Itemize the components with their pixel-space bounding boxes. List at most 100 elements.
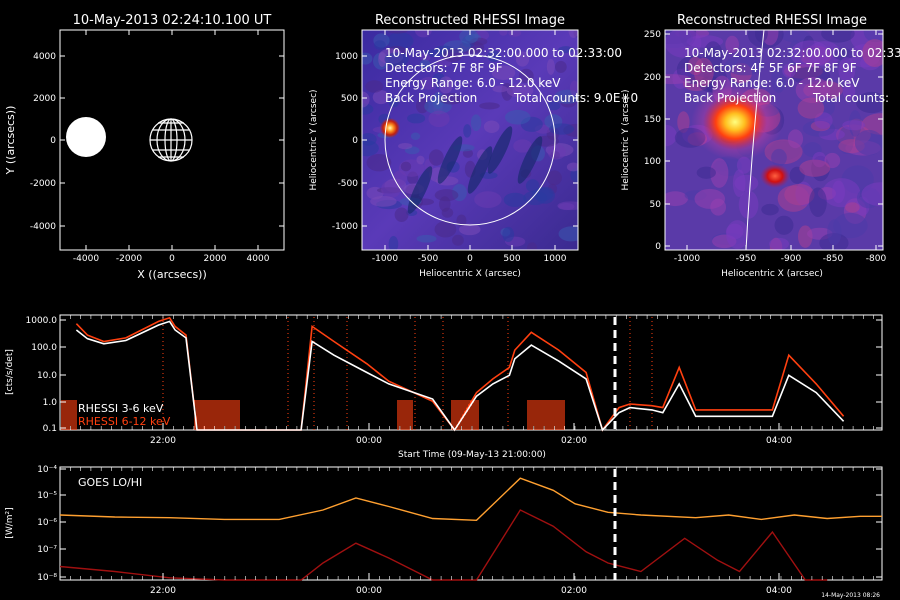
img2-texture-blob [838,57,856,83]
x-tick-label: -1000 [674,254,700,264]
img2-y-label: Heliocentric Y (arcsec) [621,89,631,190]
img1-fringe-blob [365,80,384,93]
y-tick-label: -1000 [332,222,358,232]
img2-texture-blob [677,111,690,133]
y-tick-label: 1000 [335,52,358,62]
y-tick-label: 0 [352,136,358,146]
img1-fringe-blob [372,90,390,105]
goes-y-label: [W/m²] [5,507,15,538]
img1-fringe-blob [547,101,561,111]
y-tick-label: 250 [644,30,661,40]
goes-lo-line [59,477,882,522]
y-tick-label: 200 [644,73,661,83]
img2-texture-blob [854,129,883,156]
y-tick-label: 10⁻⁷ [37,545,57,555]
img1-fringe-blob [438,92,464,105]
x-tick-label: 22:00 [150,586,176,596]
img1-fringe-blob [504,109,531,125]
img2-texture-blob [861,113,883,135]
img1-fringe-blob [526,242,538,250]
img2-ann-counts: Total counts: [812,91,889,105]
img2-texture-blob [665,74,691,85]
img1-fringe-blob [370,195,397,207]
x-tick-label: 2000 [204,254,227,264]
y-tick-label: -4000 [30,222,56,232]
rhessi-plot-frame [59,314,883,431]
img1-fringe-blob [394,207,409,222]
x-tick-label: 500 [503,254,520,264]
x-tick-label: 02:00 [561,586,587,596]
img1-fringe-blob [569,80,578,96]
rhessi-image-panel-2: Reconstructed RHESSI Image 10-May-2013 0… [621,13,900,279]
img1-ann-energy: Energy Range: 6.0 - 12.0 keV [385,76,561,90]
img2-texture-blob [831,180,846,204]
img2-texture-blob [795,76,831,104]
img1-fringe-blob [428,110,450,128]
img1-fringe-blob [398,142,413,150]
img2-texture-blob [781,30,811,43]
x-tick-label: 0 [169,254,175,264]
y-tick-label: -500 [338,179,359,189]
img2-texture-blob [734,174,759,192]
img2-texture-blob [665,124,677,147]
img1-dark-stripe [517,136,543,184]
x-tick-label: -4000 [73,254,99,264]
img1-fringe-blob [374,40,386,50]
y-tick-label: 1000.0 [26,316,58,326]
y-tick-label: 10.0 [37,371,57,381]
img2-texture-blob [724,55,765,76]
y-tick-label: 150 [644,115,661,125]
y-tick-label: 0 [50,136,56,146]
img1-fringe-blob [442,48,463,63]
img1-axes: -1000 -500 0 500 1000 1000 500 0 -500 -1000 [332,30,578,264]
solar-grid-globe [149,118,193,162]
x-tick-label: -850 [823,254,844,264]
img1-fringes [362,30,578,250]
x-tick-label: -800 [866,254,887,264]
x-tick-label: -950 [736,254,757,264]
img2-texture-blob [771,148,787,167]
img2-texture-blob [862,39,883,68]
x-tick-label: -1000 [372,254,398,264]
img1-fringe-blob [384,52,409,67]
img2-texture-blob [821,30,855,43]
goes-series [59,477,882,581]
img1-fringe-blob [456,214,467,227]
img2-ann-detectors: Detectors: 4F 5F 6F 7F 8F 9F [684,61,857,75]
img1-fringe-blob [362,91,370,108]
img1-fringe-blob [434,221,457,238]
img1-fringe-blob [387,30,408,34]
img1-fringe-blob [434,189,459,202]
img1-fringe-blob [513,139,532,153]
x-tick-label: -900 [781,254,802,264]
img1-fringe-blob [503,192,527,207]
img2-title: Reconstructed RHESSI Image [677,13,867,28]
rhessi-image-panel-1: Reconstructed RHESSI Image 10-May-2013 0… [309,13,638,279]
img1-fringe-blob [568,30,578,38]
img1-solar-limb [384,54,556,226]
img1-fringe-blob [458,223,481,236]
y-tick-label: 0.1 [43,424,57,434]
img1-fringe-blob [428,149,444,166]
img2-texture-blob [863,30,883,43]
img2-texture-blob [797,97,825,119]
y-tick-label: 4000 [33,52,56,62]
rhessi-6-12kev-line [75,316,845,432]
img2-texture-blob [809,187,827,218]
img2-ann-time: 10-May-2013 02:32:00.000 to 02:33:00 [684,46,900,60]
img2-texture-blob [845,202,860,213]
img1-fringe-blob [419,76,438,90]
img1-dark-stripe [467,146,493,194]
fov-y-label: Y ((arcsecs)) [4,106,17,176]
x-tick-label: -2000 [116,254,142,264]
img1-fringe-blob [415,98,429,114]
img1-fringe-blob [388,235,399,250]
img2-ann-method: Back Projection [684,91,776,105]
y-tick-label: 500 [341,94,358,104]
img2-texture-blob [769,237,790,250]
img2-texture-blob [687,56,704,76]
goes-label: GOES LO/HI [78,476,142,489]
goes-timestamp: 14-May-2013 08:26 [821,592,880,599]
x-tick-label: 1000 [544,254,567,264]
img2-texture-blob [799,159,831,177]
